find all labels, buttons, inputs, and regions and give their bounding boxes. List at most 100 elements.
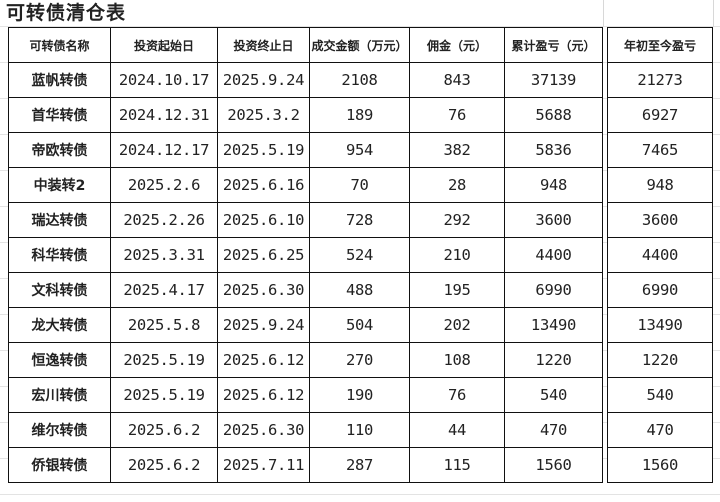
value-cell[interactable]: 1560 (504, 447, 603, 483)
value-cell[interactable]: 292 (409, 202, 505, 238)
value-cell[interactable]: 540 (504, 377, 603, 413)
value-cell[interactable]: 6990 (504, 272, 603, 308)
value-cell[interactable]: 2025.3.31 (110, 237, 218, 273)
table-row: 1220 (607, 342, 713, 378)
value-cell[interactable]: 2024.10.17 (110, 62, 218, 98)
value-cell[interactable]: 6990 (607, 272, 713, 308)
value-cell[interactable]: 2025.6.10 (217, 202, 310, 238)
value-cell[interactable]: 2025.6.30 (217, 272, 310, 308)
column-header[interactable]: 累计盈亏（元） (504, 27, 603, 63)
value-cell[interactable]: 540 (607, 377, 713, 413)
value-cell[interactable]: 2024.12.17 (110, 132, 218, 168)
value-cell[interactable]: 287 (309, 447, 410, 483)
bond-name-cell[interactable]: 恒逸转债 (8, 342, 111, 378)
bond-name-cell[interactable]: 中装转2 (8, 167, 111, 203)
table-row: 科华转债 2025.3.31 2025.6.25 524 210 4400 (8, 237, 603, 273)
value-cell[interactable]: 1220 (607, 342, 713, 378)
value-cell[interactable]: 7465 (607, 132, 713, 168)
value-cell[interactable]: 2025.6.2 (110, 412, 218, 448)
column-header[interactable]: 投资终止日 (217, 27, 310, 63)
value-cell[interactable]: 3600 (607, 202, 713, 238)
value-cell[interactable]: 2025.6.16 (217, 167, 310, 203)
value-cell[interactable]: 2025.6.2 (110, 447, 218, 483)
value-cell[interactable]: 470 (607, 412, 713, 448)
value-cell[interactable]: 189 (309, 97, 410, 133)
table-row: 维尔转债 2025.6.2 2025.6.30 110 44 470 (8, 412, 603, 448)
value-cell[interactable]: 948 (504, 167, 603, 203)
value-cell[interactable]: 2025.5.19 (217, 132, 310, 168)
column-header[interactable]: 年初至今盈亏 (607, 27, 713, 63)
value-cell[interactable]: 2108 (309, 62, 410, 98)
value-cell[interactable]: 2025.9.24 (217, 62, 310, 98)
value-cell[interactable]: 2025.5.8 (110, 307, 218, 343)
value-cell[interactable]: 728 (309, 202, 410, 238)
value-cell[interactable]: 504 (309, 307, 410, 343)
value-cell[interactable]: 1220 (504, 342, 603, 378)
bond-name-cell[interactable]: 文科转债 (8, 272, 111, 308)
value-cell[interactable]: 954 (309, 132, 410, 168)
value-cell[interactable]: 21273 (607, 62, 713, 98)
table-row: 恒逸转债 2025.5.19 2025.6.12 270 108 1220 (8, 342, 603, 378)
value-cell[interactable]: 76 (409, 377, 505, 413)
value-cell[interactable]: 115 (409, 447, 505, 483)
value-cell[interactable]: 2025.5.19 (110, 377, 218, 413)
value-cell[interactable]: 2024.12.31 (110, 97, 218, 133)
bond-name-cell[interactable]: 侨银转债 (8, 447, 111, 483)
value-cell[interactable]: 5836 (504, 132, 603, 168)
column-header[interactable]: 投资起始日 (110, 27, 218, 63)
value-cell[interactable]: 28 (409, 167, 505, 203)
value-cell[interactable]: 202 (409, 307, 505, 343)
value-cell[interactable]: 6927 (607, 97, 713, 133)
column-divider (713, 0, 714, 27)
value-cell[interactable]: 2025.5.19 (110, 342, 218, 378)
bond-name-cell[interactable]: 宏川转债 (8, 377, 111, 413)
column-header[interactable]: 成交金额（万元） (309, 27, 410, 63)
table-row: 蓝帆转债 2024.10.17 2025.9.24 2108 843 37139 (8, 62, 603, 98)
value-cell[interactable]: 76 (409, 97, 505, 133)
value-cell[interactable]: 948 (607, 167, 713, 203)
value-cell[interactable]: 2025.3.2 (217, 97, 310, 133)
value-cell[interactable]: 382 (409, 132, 505, 168)
value-cell[interactable]: 488 (309, 272, 410, 308)
value-cell[interactable]: 4400 (504, 237, 603, 273)
value-cell[interactable]: 2025.4.17 (110, 272, 218, 308)
bond-name-cell[interactable]: 首华转债 (8, 97, 111, 133)
value-cell[interactable]: 524 (309, 237, 410, 273)
value-cell[interactable]: 110 (309, 412, 410, 448)
value-cell[interactable]: 270 (309, 342, 410, 378)
value-cell[interactable]: 2025.2.26 (110, 202, 218, 238)
value-cell[interactable]: 2025.6.12 (217, 377, 310, 413)
value-cell[interactable]: 44 (409, 412, 505, 448)
column-header[interactable]: 佣金（元） (409, 27, 505, 63)
value-cell[interactable]: 13490 (607, 307, 713, 343)
value-cell[interactable]: 2025.6.30 (217, 412, 310, 448)
value-cell[interactable]: 190 (309, 377, 410, 413)
value-cell[interactable]: 70 (309, 167, 410, 203)
value-cell[interactable]: 195 (409, 272, 505, 308)
value-cell[interactable]: 1560 (607, 447, 713, 483)
value-cell[interactable]: 13490 (504, 307, 603, 343)
value-cell[interactable]: 843 (409, 62, 505, 98)
value-cell[interactable]: 2025.7.11 (217, 447, 310, 483)
bond-name-cell[interactable]: 维尔转债 (8, 412, 111, 448)
bond-name-cell[interactable]: 帝欧转债 (8, 132, 111, 168)
column-header[interactable]: 可转债名称 (8, 27, 111, 63)
value-cell[interactable]: 2025.6.25 (217, 237, 310, 273)
value-cell[interactable]: 4400 (607, 237, 713, 273)
value-cell[interactable]: 2025.2.6 (110, 167, 218, 203)
bond-name-cell[interactable]: 科华转债 (8, 237, 111, 273)
value-cell[interactable]: 2025.6.12 (217, 342, 310, 378)
value-cell[interactable]: 3600 (504, 202, 603, 238)
table-row: 1560 (607, 447, 713, 483)
bond-name-cell[interactable]: 蓝帆转债 (8, 62, 111, 98)
table-row: 470 (607, 412, 713, 448)
bond-name-cell[interactable]: 瑞达转债 (8, 202, 111, 238)
bond-name-cell[interactable]: 龙大转债 (8, 307, 111, 343)
value-cell[interactable]: 470 (504, 412, 603, 448)
value-cell[interactable]: 2025.9.24 (217, 307, 310, 343)
value-cell[interactable]: 5688 (504, 97, 603, 133)
value-cell[interactable]: 37139 (504, 62, 603, 98)
main-table: 可转债名称 投资起始日 投资终止日 成交金额（万元） 佣金（元） 累计盈亏（元） 蓝帆转债… (8, 27, 603, 483)
value-cell[interactable]: 108 (409, 342, 505, 378)
value-cell[interactable]: 210 (409, 237, 505, 273)
